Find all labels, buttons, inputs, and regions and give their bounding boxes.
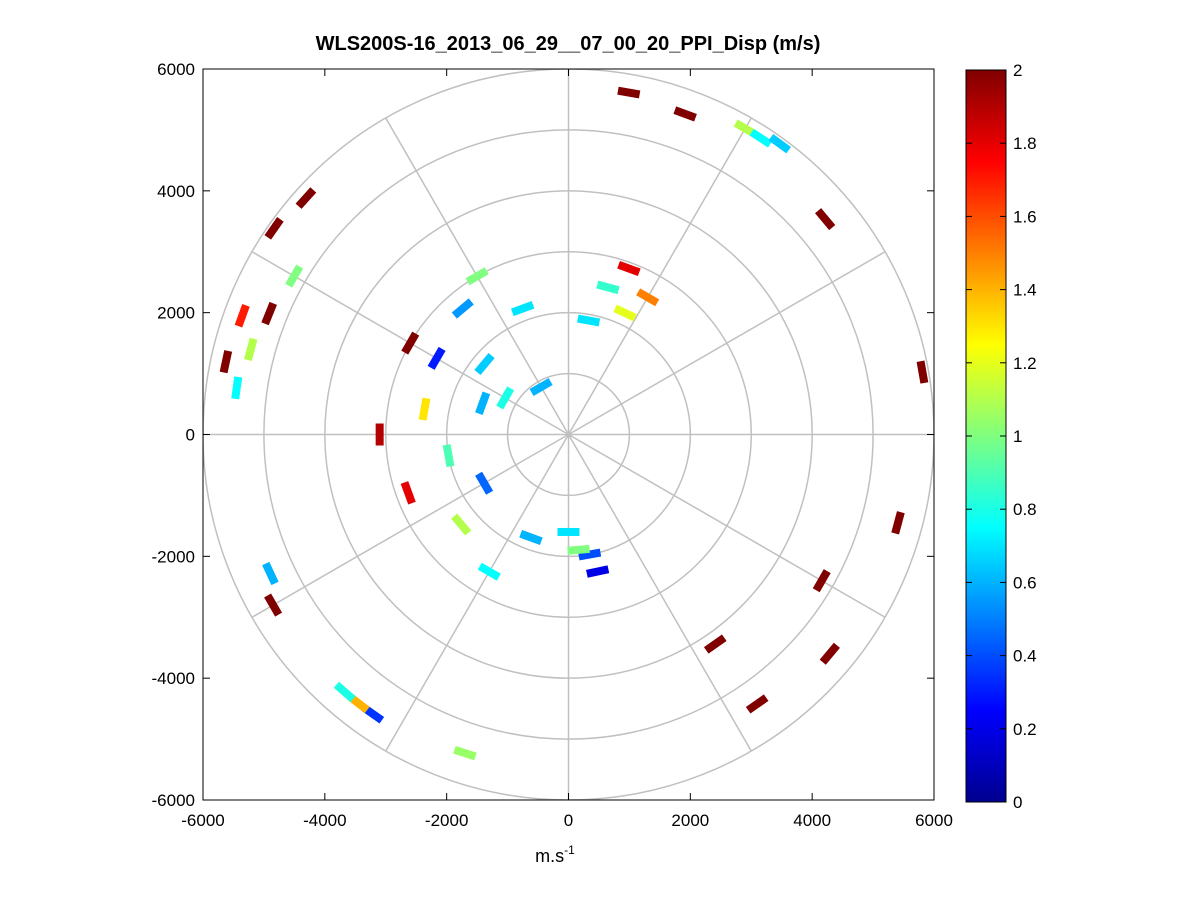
data-cell-18 (673, 106, 697, 122)
data-cell-51 (557, 527, 580, 536)
x-tick-label-1: -4000 (303, 811, 346, 830)
x-tick-label-5: 4000 (793, 811, 831, 830)
data-cell-5 (244, 337, 258, 362)
data-cell-26 (465, 267, 489, 286)
data-cell-39 (519, 530, 543, 546)
data-cell-15 (749, 128, 773, 148)
colorbar-tick-label-8: 1.6 (1013, 207, 1037, 226)
y-tick-label-0: -6000 (152, 791, 195, 810)
y-axis: -6000 -4000 -2000 0 2000 4000 6000 (152, 60, 934, 810)
data-cell-29 (510, 301, 535, 317)
data-cell-27 (451, 298, 474, 319)
grid-spoke-7 (385, 434, 570, 752)
data-cell-12 (333, 681, 356, 703)
data-cell-46 (577, 314, 601, 327)
data-cell-21 (891, 511, 905, 535)
data-cell-36 (475, 471, 494, 495)
polar-grid (203, 69, 934, 800)
y-tick-label-5: 4000 (157, 182, 195, 201)
x-tick-label-2: -2000 (425, 811, 468, 830)
data-cell-1 (295, 187, 317, 209)
data-cell-7 (285, 264, 304, 288)
data-cell-8 (264, 593, 283, 617)
data-cell-43 (617, 260, 641, 277)
colorbar-tick-label-10: 2 (1013, 61, 1022, 80)
data-cell-40 (400, 481, 416, 505)
data-cells (219, 86, 929, 761)
data-cell-33 (529, 378, 553, 396)
grid-spoke-8 (251, 433, 569, 618)
grid-spoke-5 (567, 434, 752, 752)
x-tick-label-0: -6000 (181, 811, 224, 830)
plot-area: -6000 -4000 -2000 0 2000 4000 6000 -6000-4000-… (152, 60, 953, 830)
data-cell-38 (477, 562, 501, 581)
data-cell-44 (596, 280, 620, 295)
data-cell-24 (812, 569, 831, 593)
colorbar-tick-label-9: 1.8 (1013, 134, 1037, 153)
data-cell-28 (427, 346, 446, 370)
x-tick-label-6: 6000 (915, 811, 953, 830)
data-cell-42 (401, 331, 420, 355)
data-cell-19 (815, 208, 836, 231)
y-tick-label-2: -2000 (152, 547, 195, 566)
colorbar-tick-label-3: 0.6 (1013, 573, 1037, 592)
data-cell-34 (418, 397, 431, 421)
data-cell-16 (768, 134, 792, 154)
grid-spoke-4 (568, 433, 886, 618)
data-cell-32 (496, 386, 515, 410)
colorbar-tick-label-4: 0.8 (1013, 500, 1037, 519)
colorbar-ticks: 0 0.2 0.4 0.6 0.8 1 1.2 1.4 1.6 1.8 2 (966, 61, 1037, 812)
data-cell-49 (586, 565, 610, 578)
y-tick-label-4: 2000 (157, 304, 195, 323)
x-tick-label-4: 2000 (671, 811, 709, 830)
x-tick-label-3: 0 (564, 811, 573, 830)
colorbar-tick-label-7: 1.4 (1013, 281, 1037, 300)
data-cell-6 (261, 301, 277, 326)
data-cell-2 (219, 350, 233, 374)
x-axis-label-superscript: -1 (564, 843, 575, 857)
chart-title: WLS200S-16_2013_06_29__07_00_20_PPI_Disp… (316, 33, 821, 55)
colorbar-tick-label-1: 0.2 (1013, 720, 1037, 739)
data-cell-25 (703, 634, 727, 654)
data-cell-9 (262, 561, 279, 586)
data-cell-13 (453, 745, 477, 761)
data-cell-50 (567, 544, 590, 555)
data-cell-30 (474, 353, 495, 376)
data-cell-23 (745, 694, 769, 714)
data-cell-20 (916, 360, 929, 384)
grid-spoke-1 (567, 117, 752, 435)
grid-spoke-2 (568, 251, 886, 436)
data-cell-14 (733, 119, 757, 138)
x-axis-label-base: m.s (535, 846, 564, 866)
colorbar: 0 0.2 0.4 0.6 0.8 1 1.2 1.4 1.6 1.8 2 (965, 61, 1037, 812)
data-cell-45 (613, 304, 637, 322)
data-cell-37 (451, 513, 472, 536)
colorbar-tick-label-2: 0.4 (1013, 647, 1037, 666)
data-cell-41 (375, 423, 384, 446)
x-axis: -6000 -4000 -2000 0 2000 4000 6000 (181, 69, 953, 830)
data-cell-47 (636, 288, 660, 307)
data-cell-35 (442, 444, 455, 468)
data-cell-22 (819, 642, 840, 665)
y-tick-label-6: 6000 (157, 60, 195, 79)
colorbar-tick-label-0: 0 (1013, 793, 1022, 812)
colorbar-tick-label-6: 1.2 (1013, 354, 1037, 373)
data-cell-0 (264, 217, 284, 240)
y-tick-label-1: -4000 (152, 669, 195, 688)
x-axis-label: m.s-1 (535, 843, 575, 866)
colorbar-tick-label-5: 1 (1013, 427, 1022, 446)
data-cell-17 (617, 86, 641, 99)
data-cell-4 (231, 376, 243, 400)
data-cell-31 (475, 391, 491, 415)
data-cell-3 (234, 304, 250, 328)
y-tick-label-3: 0 (186, 426, 195, 445)
